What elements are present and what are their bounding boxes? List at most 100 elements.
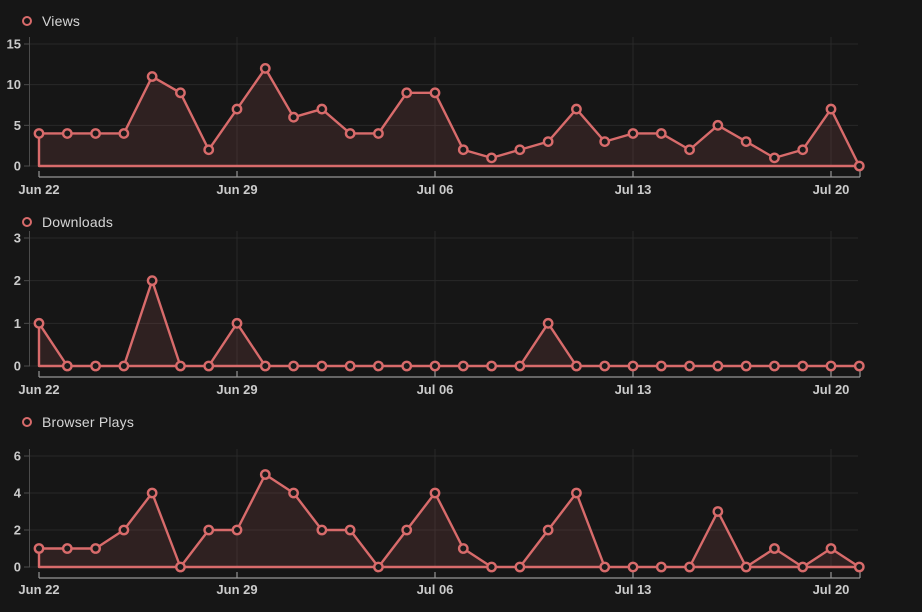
views-data-point[interactable] [373,128,384,139]
browser-plays-data-point[interactable] [259,469,271,480]
browser-plays-data-point[interactable] [740,561,752,573]
views-data-point[interactable] [769,152,780,164]
views-area-series [37,67,861,168]
views-data-point[interactable] [61,128,73,139]
views-data-point[interactable] [740,136,752,148]
browser-plays-data-point[interactable] [457,543,469,554]
browser-plays-data-point[interactable] [146,487,158,499]
downloads-data-point[interactable] [769,360,780,372]
views-data-point[interactable] [684,144,695,156]
browser-plays-data-point[interactable] [655,561,667,573]
downloads-data-point[interactable] [344,360,356,372]
views-x-tick-label: Jun 29 [216,182,257,197]
browser-plays-data-point[interactable] [486,561,497,573]
views-data-point[interactable] [203,144,215,156]
browser-plays-data-point[interactable] [175,561,186,573]
downloads-x-tick-label: Jun 29 [216,382,257,397]
downloads-data-point[interactable] [712,360,724,372]
browser-plays-data-point[interactable] [118,524,130,536]
views-data-point[interactable] [712,119,724,131]
downloads-data-point[interactable] [231,317,243,329]
views-data-point[interactable] [627,128,639,139]
downloads-data-point[interactable] [571,360,582,372]
views-legend-marker-icon [22,16,32,26]
views-data-point[interactable] [599,136,611,148]
browser-plays-data-point[interactable] [288,487,299,499]
downloads-data-point[interactable] [61,360,73,372]
downloads-y-tick-label: 2 [14,273,21,288]
views-data-point[interactable] [797,144,809,156]
browser-plays-data-point[interactable] [599,561,611,573]
views-data-point[interactable] [288,111,299,123]
views-data-point[interactable] [825,103,837,115]
downloads-data-point[interactable] [486,360,497,372]
downloads-data-point[interactable] [401,360,413,372]
downloads-data-point[interactable] [514,360,526,372]
views-data-point[interactable] [175,87,186,99]
downloads-data-point[interactable] [288,360,299,372]
downloads-data-point[interactable] [146,275,158,287]
downloads-data-point[interactable] [655,360,667,372]
views-data-point[interactable] [259,63,271,74]
downloads-data-point[interactable] [542,317,554,329]
views-data-point[interactable] [344,128,356,139]
browser-plays-data-point[interactable] [90,543,101,554]
views-legend: Views [22,13,80,29]
views-data-point[interactable] [542,136,554,148]
downloads-data-point[interactable] [316,360,328,372]
browser-plays-data-point[interactable] [373,561,384,573]
browser-plays-data-point[interactable] [61,543,73,554]
views-data-point[interactable] [486,152,497,164]
browser-plays-data-point[interactable] [825,543,837,554]
browser-plays-data-point[interactable] [627,561,639,573]
views-data-point[interactable] [457,144,469,156]
views-data-point[interactable] [316,103,328,115]
browser-plays-data-point[interactable] [514,561,526,573]
downloads-data-point[interactable] [627,360,639,372]
views-data-point[interactable] [146,71,158,82]
browser-plays-data-point[interactable] [231,524,243,536]
downloads-data-point[interactable] [853,360,865,372]
browser-plays-data-point[interactable] [769,543,780,554]
views-data-point[interactable] [401,87,413,99]
browser-plays-data-point[interactable] [712,506,724,517]
views-data-point[interactable] [33,128,45,139]
browser-plays-data-point[interactable] [853,561,865,573]
browser-plays-data-point[interactable] [344,524,356,536]
downloads-data-point[interactable] [599,360,611,372]
downloads-data-point[interactable] [259,360,271,372]
views-data-point[interactable] [429,87,441,99]
views-data-point[interactable] [853,160,865,172]
downloads-data-point[interactable] [825,360,837,372]
views-y-tick-label: 10 [7,77,21,92]
views-data-point[interactable] [118,128,130,139]
browser-plays-data-point[interactable] [684,561,695,573]
browser-plays-data-point[interactable] [429,487,441,499]
browser-plays-data-point[interactable] [33,543,45,554]
browser-plays-data-point[interactable] [542,524,554,536]
downloads-data-point[interactable] [797,360,809,372]
downloads-data-point[interactable] [684,360,695,372]
views-data-point[interactable] [571,103,582,115]
downloads-plot: 0 1 2 3 Jun 22 Jun 29 Jul 06 Jul 13 Jul 20 [14,231,865,397]
downloads-data-point[interactable] [203,360,215,372]
views-data-point[interactable] [90,128,101,139]
views-data-point[interactable] [655,128,667,139]
views-data-point[interactable] [231,103,243,115]
browser-plays-data-point[interactable] [401,524,413,536]
downloads-data-point[interactable] [175,360,186,372]
browser-plays-data-point[interactable] [797,561,809,573]
downloads-data-point[interactable] [740,360,752,372]
views-y-tick-label: 5 [14,118,21,133]
views-data-point[interactable] [514,144,526,156]
downloads-data-point[interactable] [373,360,384,372]
browser-plays-data-point[interactable] [571,487,582,499]
downloads-data-point[interactable] [429,360,441,372]
browser-plays-data-point[interactable] [316,524,328,536]
downloads-data-point[interactable] [118,360,130,372]
downloads-data-point[interactable] [90,360,101,372]
downloads-data-point[interactable] [457,360,469,372]
downloads-data-point[interactable] [33,317,45,329]
browser-plays-data-point[interactable] [203,524,215,536]
